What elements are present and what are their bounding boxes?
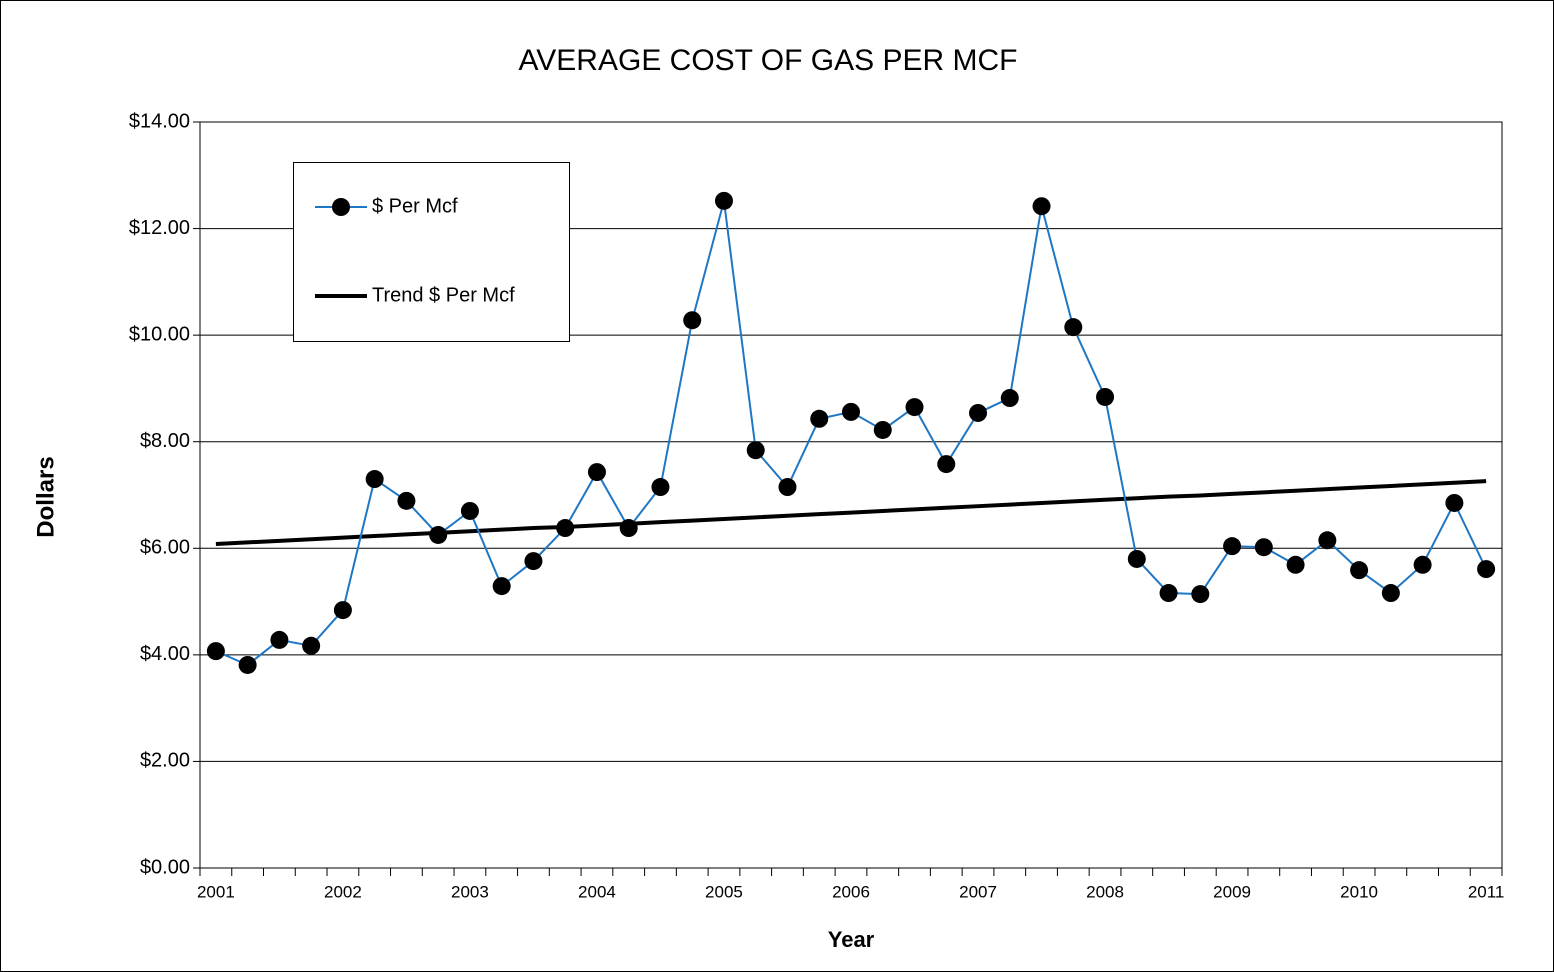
data-point <box>302 636 321 655</box>
data-point <box>270 630 289 649</box>
data-point <box>1223 537 1242 556</box>
data-point <box>746 441 765 460</box>
data-point <box>619 519 638 538</box>
x-tick-label: 2009 <box>1213 882 1251 901</box>
data-point <box>1445 493 1464 512</box>
x-tick-label: 2005 <box>705 882 743 901</box>
x-tick-label: 2007 <box>959 882 997 901</box>
data-point <box>492 577 511 596</box>
y-tick-label: $2.00 <box>140 750 190 772</box>
x-tick-label: 2011 <box>1468 882 1505 901</box>
plot-area <box>199 121 1503 869</box>
data-point <box>1350 561 1369 580</box>
y-tick-label: $14.00 <box>129 110 190 132</box>
x-tick-label: 2001 <box>197 882 235 901</box>
data-point <box>1318 531 1337 550</box>
x-tick-label: 2006 <box>832 882 870 901</box>
data-point <box>873 420 892 439</box>
x-tick-label: 2008 <box>1086 882 1124 901</box>
data-point <box>842 402 860 421</box>
data-point <box>524 552 543 571</box>
data-point <box>1159 584 1178 603</box>
y-tick-label: $4.00 <box>140 643 190 665</box>
data-point <box>1286 555 1305 574</box>
data-point <box>1477 560 1496 579</box>
data-point <box>1000 389 1019 408</box>
chart-title: AVERAGE COST OF GAS PER MCF <box>519 44 1018 77</box>
y-tick-label: $10.00 <box>129 323 190 345</box>
x-tick-label: 2010 <box>1340 882 1378 901</box>
x-tick-label: 2002 <box>324 882 362 901</box>
data-point <box>714 191 733 210</box>
data-point <box>778 478 797 497</box>
data-point <box>365 470 384 489</box>
legend-label: $ Per Mcf <box>372 195 458 217</box>
data-point <box>810 409 829 428</box>
y-tick-label: $0.00 <box>140 856 190 878</box>
data-point <box>1064 318 1083 337</box>
data-point <box>905 398 924 417</box>
y-tick-label: $8.00 <box>140 430 190 452</box>
y-tick-label: $6.00 <box>140 537 190 559</box>
data-point <box>1254 538 1273 557</box>
data-point <box>460 501 479 520</box>
data-point <box>556 519 575 538</box>
data-point <box>238 655 257 674</box>
trend-line <box>215 479 1487 547</box>
data-point <box>937 455 956 474</box>
legend-box <box>293 162 570 342</box>
y-tick-label: $12.00 <box>129 217 190 239</box>
data-point <box>1096 387 1115 406</box>
x-axis-label: Year <box>828 927 875 952</box>
data-point <box>333 601 352 620</box>
data-point <box>1032 197 1051 216</box>
data-point <box>651 478 670 497</box>
legend-marker <box>332 198 350 216</box>
y-axis-label: Dollars <box>32 456 59 537</box>
legend-label: Trend $ Per Mcf <box>372 284 515 306</box>
data-point <box>1191 585 1210 604</box>
data-point <box>1381 584 1400 603</box>
data-point <box>1127 549 1146 568</box>
data-point <box>1413 555 1432 574</box>
x-tick-label: 2004 <box>578 882 616 901</box>
data-point <box>683 311 702 330</box>
data-point <box>969 403 988 422</box>
data-point <box>397 491 416 510</box>
x-tick-label: 2003 <box>451 882 489 901</box>
data-point <box>587 463 606 482</box>
data-point <box>206 642 225 661</box>
data-point <box>429 525 448 544</box>
